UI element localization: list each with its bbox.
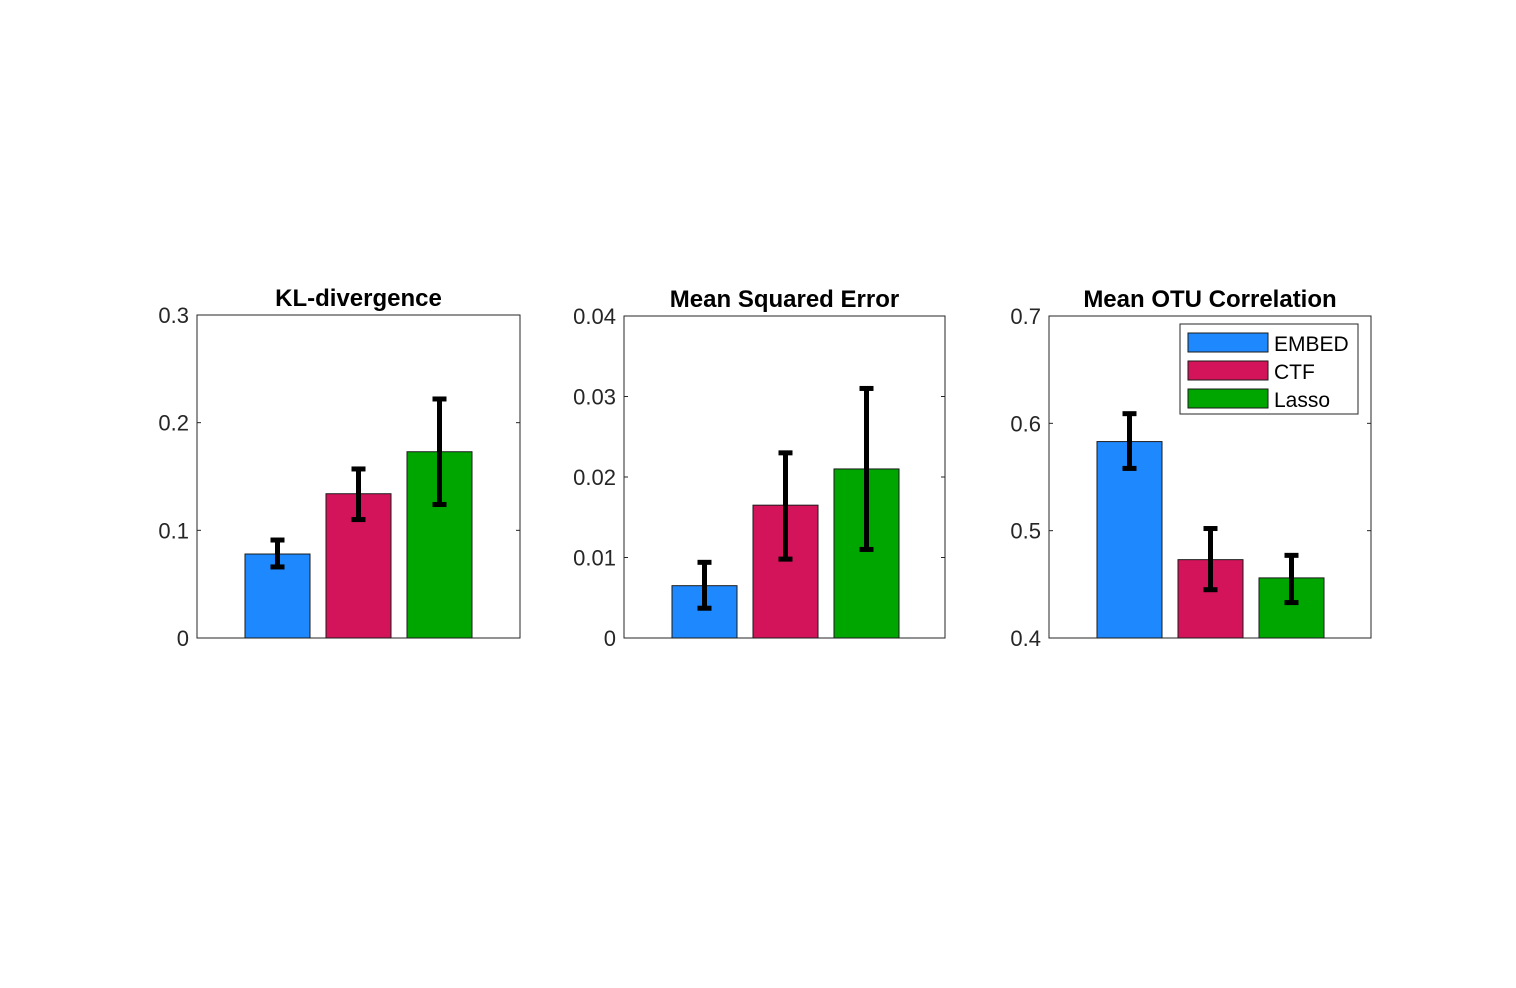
chart-panel-2: 0 0.01 0.02 0.03 0.04 Mean Squared Error [573, 286, 946, 651]
error-bar-ctf [1203, 526, 1218, 593]
legend-label-ctf: CTF [1274, 361, 1315, 384]
error-bar-ctf [778, 450, 793, 562]
y-tick-label: 0 [604, 626, 616, 651]
y-tick-label: 0.2 [158, 411, 189, 436]
y-tick-label: 0.5 [1010, 519, 1041, 544]
y-tick-label: 0 [177, 626, 189, 651]
error-bar-embed [697, 559, 712, 611]
y-tick-label: 0.3 [158, 303, 189, 328]
chart-title: Mean Squared Error [670, 286, 899, 313]
y-tick-label: 0.6 [1010, 411, 1041, 436]
legend-label-lasso: Lasso [1274, 389, 1330, 412]
legend: EMBED CTF Lasso [1179, 323, 1359, 415]
y-tick-label: 0.04 [573, 304, 616, 329]
bar-embed [1096, 441, 1163, 639]
y-tick-label: 0.1 [158, 518, 189, 543]
legend-label-embed: EMBED [1274, 333, 1349, 356]
error-bar-ctf [351, 466, 366, 523]
error-bar-embed [270, 537, 285, 570]
chart-panel-1: 0 0.1 0.2 0.3 KL-divergence [158, 285, 521, 651]
y-tick-label: 0.7 [1010, 304, 1041, 329]
chart-panel-3: 0.4 0.5 0.6 0.7 Mean OTU Correlation EMBED CTF… [1010, 286, 1372, 651]
legend-swatch-lasso [1187, 388, 1269, 409]
legend-swatch-ctf [1187, 360, 1269, 381]
y-tick-label: 0.02 [573, 465, 616, 490]
y-tick-label: 0.03 [573, 385, 616, 410]
error-bar-lasso [1284, 552, 1299, 606]
chart-title: KL-divergence [275, 285, 442, 312]
error-bar-lasso [432, 396, 447, 507]
y-tick-label: 0.01 [573, 546, 616, 571]
error-bar-lasso [859, 385, 874, 552]
chart-title: Mean OTU Correlation [1083, 286, 1336, 313]
error-bar-embed [1122, 411, 1137, 471]
legend-swatch-embed [1187, 332, 1269, 353]
y-tick-label: 0.4 [1010, 626, 1041, 651]
